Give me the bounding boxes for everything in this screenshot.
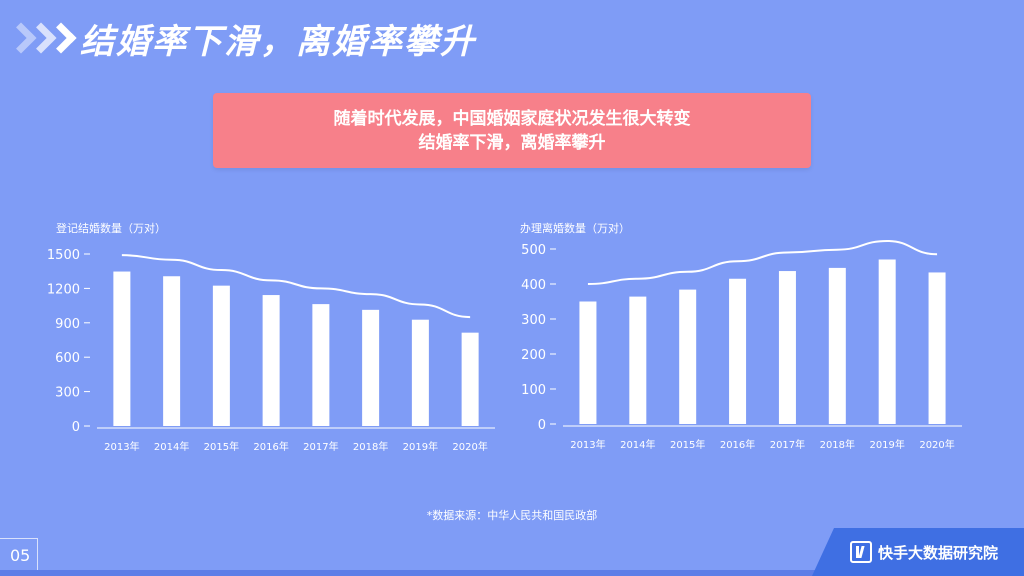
left-y-tick-label: 1500 (47, 248, 80, 263)
right-x-tick-label: 2014年 (620, 438, 655, 451)
brand-badge: 快手大数据研究院 (812, 528, 1024, 576)
right-bar-2 (629, 296, 647, 424)
left-bar-5 (312, 304, 330, 426)
banner-line-2: 结婚率下滑，离婚率攀升 (418, 132, 606, 153)
right-x-tick-label: 2013年 (570, 438, 605, 451)
right-chart-ylabel: 办理离婚数量（万对） (520, 222, 630, 235)
right-y-tick-label: 300 (521, 313, 546, 328)
left-y-tick-label: 300 (55, 386, 80, 401)
right-bar-8 (928, 272, 946, 424)
left-bar-7 (411, 319, 429, 426)
right-x-tick-label: 2018年 (820, 438, 855, 451)
right-bar-5 (778, 271, 796, 424)
right-trend-line (587, 239, 938, 285)
right-bar-6 (828, 267, 846, 424)
right-bar-1 (579, 301, 597, 424)
left-y-tick-label: 0 (72, 420, 80, 435)
right-x-tick-label: 2016年 (720, 438, 755, 451)
left-bar-2 (163, 276, 181, 426)
left-x-tick-label: 2015年 (204, 440, 239, 453)
right-y-tick-label: 200 (521, 348, 546, 363)
left-y-tick-label: 1200 (47, 282, 80, 297)
page-title: 结婚率下滑，离婚率攀升 (80, 21, 476, 62)
bottom-strip (0, 570, 1024, 576)
left-x-tick-label: 2019年 (403, 440, 438, 453)
left-x-tick-label: 2017年 (303, 440, 338, 453)
left-x-tick-label: 2014年 (154, 440, 189, 453)
left-y-tick-label: 900 (55, 317, 80, 332)
right-y-tick-label: 0 (538, 418, 546, 433)
right-x-tick-label: 2017年 (770, 438, 805, 451)
right-bar-3 (679, 289, 697, 424)
right-y-tick-label: 500 (521, 243, 546, 258)
left-bar-4 (262, 295, 280, 426)
title-bar: 结婚率下滑，离婚率攀升 (5, 8, 476, 68)
brand-name: 快手大数据研究院 (878, 543, 999, 562)
left-bar-3 (212, 285, 230, 426)
page-number: 05 (10, 546, 31, 565)
summary-banner: 随着时代发展，中国婚姻家庭状况发生很大转变 结婚率下滑，离婚率攀升 (213, 93, 811, 168)
right-bar-4 (729, 278, 747, 424)
page-number-frame (0, 538, 38, 576)
banner-line-1: 随着时代发展，中国婚姻家庭状况发生很大转变 (333, 108, 691, 129)
right-bar-7 (878, 259, 896, 424)
right-y-tick-label: 100 (521, 383, 546, 398)
left-x-tick-label: 2016年 (253, 440, 288, 453)
left-chart-ylabel: 登记结婚数量（万对） (56, 222, 166, 235)
left-x-tick-label: 2020年 (452, 440, 487, 453)
left-bar-1 (113, 271, 131, 426)
left-bar-6 (362, 309, 380, 426)
right-x-tick-label: 2020年 (919, 438, 954, 451)
right-y-tick-label: 400 (521, 278, 546, 293)
left-x-tick-label: 2018年 (353, 440, 388, 453)
left-x-tick-label: 2013年 (104, 440, 139, 453)
left-y-tick-label: 600 (55, 351, 80, 366)
right-x-tick-label: 2015年 (670, 438, 705, 451)
left-bar-8 (461, 332, 479, 426)
left-trend-line (121, 254, 471, 319)
data-source: *数据来源：中华人民共和国民政部 (426, 509, 598, 522)
kuaishou-logo-icon (850, 541, 872, 563)
right-x-tick-label: 2019年 (869, 438, 904, 451)
